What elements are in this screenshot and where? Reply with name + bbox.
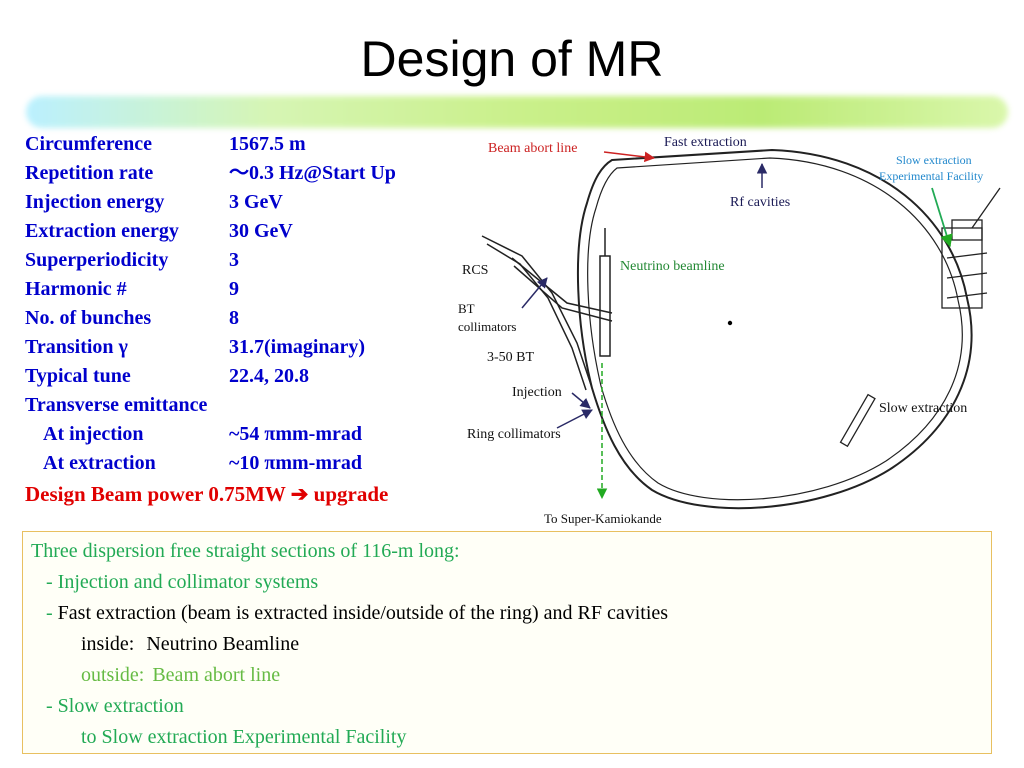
facility-arrow [931,187,953,248]
param-value: ~54 πmm-mrad [229,423,362,445]
param-value: 22.4, 20.8 [229,365,309,387]
slow-extraction-facility-label-2: Experimental Facility [879,169,983,183]
param-label: At injection [43,423,144,445]
param-label: At extraction [43,452,156,474]
right-arrow-icon: ➔ [290,482,309,506]
param-value: 8 [229,307,239,329]
ring-collimators-label: Ring collimators [467,427,561,442]
beam-power-text: Design Beam power 0.75MW [25,482,286,506]
param-value: ~10 πmm-mrad [229,452,362,474]
summary-line: - Fast extraction (beam is extracted ins… [31,602,668,625]
injection-label: Injection [512,385,562,400]
rcs-label: RCS [462,263,488,278]
slow-extraction-label: Slow extraction [879,401,967,416]
summary-value: Neutrino Beamline [146,633,300,655]
param-label: Typical tune [25,365,131,387]
slow-extraction-facility [941,187,1001,309]
param-value: ～0.3 Hz@Start Up [229,162,396,184]
param-value: 9 [229,278,239,300]
injection-arrow [571,392,591,409]
summary-line: Three dispersion free straight sections … [31,540,460,562]
summary-text: Fast extraction (beam is extracted insid… [57,602,669,624]
summary-value: Beam abort line [152,664,281,686]
ring-center-dot [727,320,733,326]
beam-abort-arrow [603,151,656,163]
slide-title: Design of MR [360,31,664,87]
summary-dash: - [31,602,58,624]
param-label: Superperiodicity [25,249,169,271]
fast-extraction-label: Fast extraction [664,135,747,150]
accelerator-ring-diagram: Beam abort line Fast extraction Rf cavit… [458,135,1001,526]
param-value: 1567.5 m [229,133,306,155]
neutrino-beamline-label: Neutrino beamline [620,259,725,274]
summary-line: outside: Beam abort line [81,664,280,687]
rf-cavities-label: Rf cavities [730,195,790,210]
param-value: 3 [229,249,239,271]
param-label: Extraction energy [25,220,179,242]
param-label: Transition γ [25,336,128,358]
param-value: 3 GeV [229,191,283,213]
summary-box: Three dispersion free straight sections … [22,531,992,754]
summary-label: outside: [81,664,145,686]
summary-line: to Slow extraction Experimental Facility [81,726,407,748]
neutrino-beamline-track [599,228,611,357]
collimators-label: collimators [458,319,517,334]
param-label: Repetition rate [25,162,154,184]
bt-label: BT [458,301,475,316]
ring-collimators-arrow [556,409,593,429]
beam-abort-line-label: Beam abort line [488,141,577,156]
param-label: Transverse emittance [25,394,208,416]
injection-beamline [481,235,613,391]
param-label: Injection energy [25,191,165,213]
slow-extraction-section [839,393,876,448]
summary-line: - Injection and collimator systems [31,571,319,593]
summary-line: - Slow extraction [31,695,184,717]
param-label: Circumference [25,133,152,155]
upgrade-text: upgrade [313,482,389,506]
title-underline-glow [26,96,1008,128]
param-value: 30 GeV [229,220,293,242]
summary-label: inside: [81,633,135,655]
super-kamiokande-label: To Super-Kamiokande [544,511,662,526]
param-label: Harmonic # [25,278,127,300]
param-value: 31.7(imaginary) [229,336,366,358]
summary-line: inside: Neutrino Beamline [81,633,299,656]
param-label: No. of bunches [25,307,152,329]
bt-collimators-arrow [521,277,548,309]
beam-power-note: Design Beam power 0.75MW ➔ upgrade [25,482,388,507]
slow-extraction-facility-label-1: Slow extraction [896,153,972,167]
bt-3-50-label: 3-50 BT [487,350,535,365]
